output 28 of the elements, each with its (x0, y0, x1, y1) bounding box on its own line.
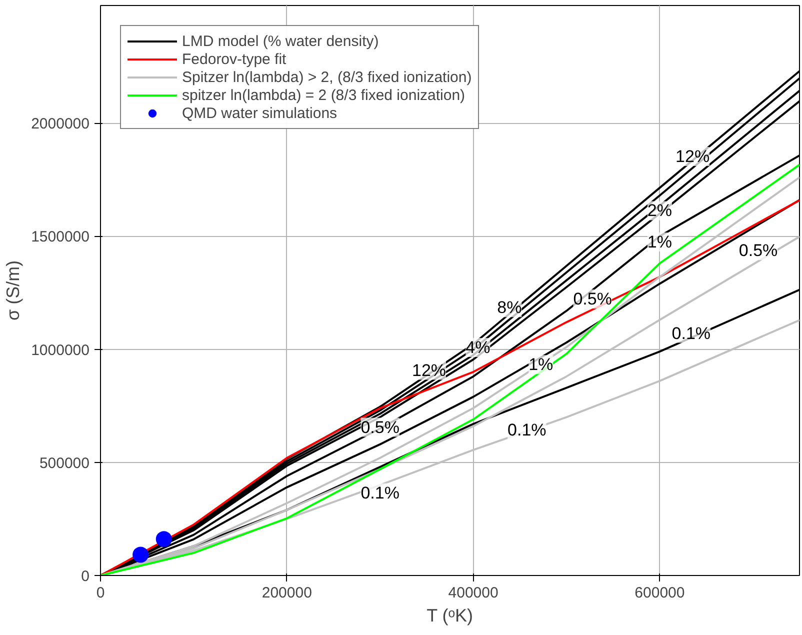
x-tick-label: 0 (96, 584, 105, 602)
annotation: 8% (497, 298, 522, 318)
y-tick-label: 0 (81, 568, 90, 585)
annotation: 4% (466, 338, 490, 357)
legend-label: spitzer ln(lambda) = 2 (8/3 fixed ionization) (182, 86, 466, 104)
y-tick-label: 2000000 (31, 116, 90, 133)
annotation: 2% (647, 201, 672, 220)
y-tick-label: 1000000 (31, 342, 90, 359)
annotation: 1% (528, 355, 554, 374)
annotation: 12% (412, 360, 446, 380)
legend-label: Spitzer ln(lambda) > 2, (8/3 fixed ionization) (182, 68, 472, 86)
x-axis-title: T (ᵒK) (426, 606, 474, 626)
x-tick-label: 600000 (634, 584, 685, 602)
annotation: 0.1% (360, 483, 400, 502)
x-tick-label: 400000 (448, 584, 498, 602)
x-tick-label: 200000 (262, 584, 312, 602)
y-axis-title: σ (S/m) (3, 260, 24, 321)
annotation: 0.1% (508, 420, 546, 440)
annotation: 12% (676, 147, 710, 166)
annotation: 1% (647, 232, 672, 252)
legend-label: QMD water simulations (182, 104, 338, 122)
annotation: 0.5% (573, 290, 612, 309)
legend-label: Fedorov-type fit (182, 50, 286, 68)
y-tick-label: 500000 (39, 454, 90, 472)
annotation: 0.5% (738, 241, 778, 260)
y-tick-label: 1500000 (31, 228, 90, 246)
annotation: 0.1% (672, 324, 711, 343)
legend-label: LMD model (% water density) (182, 32, 379, 50)
